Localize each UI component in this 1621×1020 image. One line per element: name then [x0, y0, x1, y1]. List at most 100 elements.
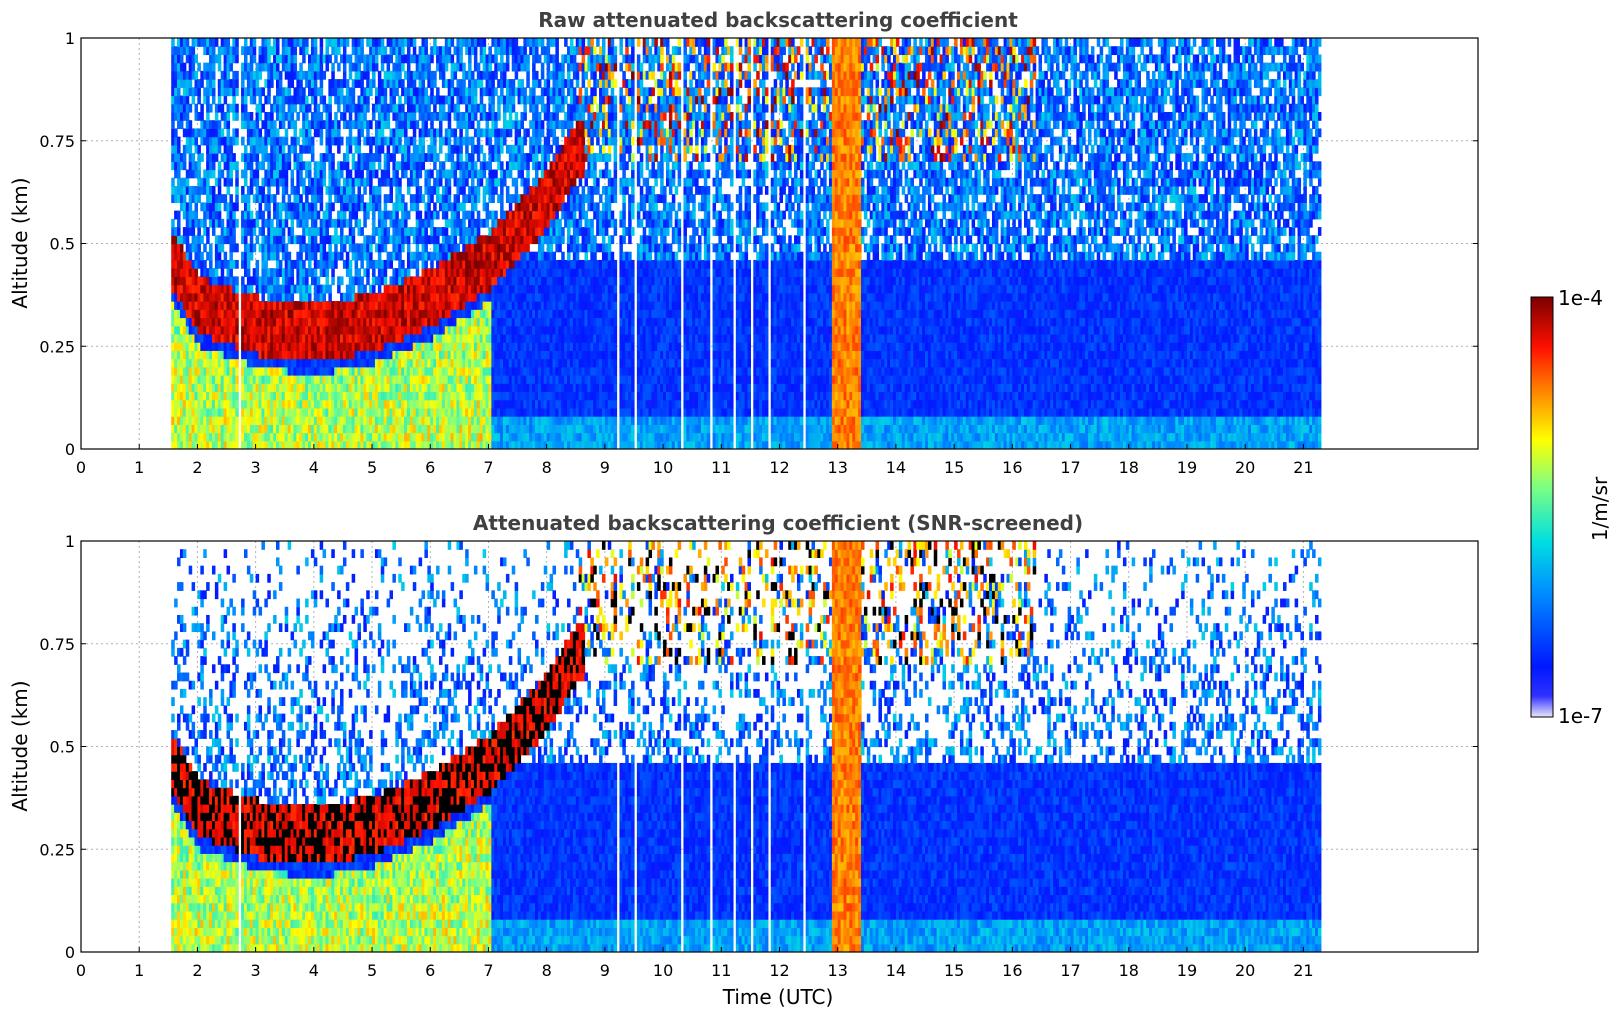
heatmap-cell — [275, 95, 280, 105]
heatmap-cell — [374, 46, 379, 56]
heatmap-cell — [340, 54, 344, 64]
heatmap-cell — [267, 268, 271, 277]
heatmap-cell — [406, 95, 411, 105]
heatmap-cell — [214, 375, 219, 384]
heatmap-cell — [360, 284, 364, 294]
heatmap-cell — [203, 407, 207, 417]
heatmap-cell — [191, 153, 196, 162]
heatmap-cell — [310, 218, 315, 228]
heatmap-cell — [229, 383, 233, 393]
heatmap-cell — [243, 210, 248, 220]
heatmap-cell — [476, 153, 481, 162]
heatmap-cell — [430, 87, 434, 97]
heatmap-cell — [287, 440, 292, 449]
heatmap-cell — [211, 292, 216, 302]
heatmap-cell — [197, 309, 201, 319]
heatmap-cell — [377, 342, 382, 351]
heatmap-cell — [345, 38, 350, 47]
heatmap-cell — [275, 62, 280, 72]
heatmap-cell — [209, 309, 213, 319]
heatmap-cell — [383, 210, 388, 220]
heatmap-cell — [267, 317, 271, 327]
heatmap-cell — [171, 136, 175, 146]
heatmap-cell — [369, 292, 373, 302]
heatmap-cell — [415, 243, 420, 253]
heatmap-cell — [334, 342, 338, 351]
heatmap-cell — [383, 111, 388, 121]
heatmap-cell — [278, 103, 283, 113]
heatmap-cell — [334, 177, 338, 187]
heatmap-cell — [310, 227, 315, 236]
heatmap-cell — [386, 399, 391, 409]
heatmap-cell — [351, 416, 356, 425]
heatmap-cell — [392, 111, 396, 121]
heatmap-cell — [357, 177, 361, 187]
heatmap-cell — [185, 87, 190, 97]
heatmap-cell — [430, 194, 434, 203]
heatmap-cell — [209, 268, 213, 277]
heatmap-cell — [342, 440, 347, 449]
heatmap-cell — [436, 185, 440, 195]
heatmap-cell — [438, 144, 443, 154]
heatmap-cell — [223, 161, 228, 171]
heatmap-cell — [246, 309, 251, 319]
heatmap-cell — [226, 177, 231, 187]
heatmap-cell — [322, 259, 327, 269]
heatmap-cell — [404, 54, 408, 64]
heatmap-cell — [404, 111, 408, 121]
heatmap-cell — [340, 399, 344, 409]
heatmap-cell — [305, 169, 309, 179]
heatmap-cell — [273, 128, 277, 138]
heatmap-cell — [203, 218, 207, 228]
heatmap-cell — [246, 202, 251, 212]
heatmap-cell — [401, 259, 405, 269]
heatmap-cell — [273, 383, 277, 393]
heatmap-cell — [380, 259, 385, 269]
heatmap-cell — [261, 432, 265, 442]
heatmap-cell — [386, 424, 391, 434]
heatmap-cell — [223, 46, 228, 56]
heatmap-cell — [209, 38, 213, 47]
heatmap-cell — [179, 185, 184, 195]
heatmap-cell — [177, 120, 181, 130]
heatmap-cell — [360, 292, 364, 302]
heatmap-cell — [200, 358, 204, 368]
heatmap-cell — [281, 424, 286, 434]
heatmap-cell — [444, 62, 449, 72]
heatmap-cell — [383, 218, 388, 228]
heatmap-cell — [494, 87, 498, 97]
heatmap-cell — [209, 202, 213, 212]
heatmap-cell — [395, 301, 399, 310]
heatmap-cell — [406, 235, 411, 245]
heatmap-cell — [241, 358, 245, 368]
heatmap-cell — [220, 259, 225, 269]
heatmap-cell — [209, 87, 213, 97]
heatmap-cell — [188, 243, 193, 253]
heatmap-cell — [246, 210, 251, 220]
heatmap-cell — [206, 342, 210, 351]
heatmap-cell — [203, 95, 207, 105]
heatmap-cell — [342, 54, 347, 64]
heatmap-cell — [261, 325, 265, 335]
heatmap-cell — [383, 424, 388, 434]
heatmap-cell — [508, 111, 513, 121]
heatmap-cell — [398, 136, 402, 146]
heatmap-cell — [406, 440, 411, 449]
heatmap-cell — [185, 202, 190, 212]
heatmap-cell — [363, 218, 367, 228]
heatmap-cell — [302, 103, 306, 113]
heatmap-cell — [334, 227, 338, 236]
heatmap-cell — [290, 46, 295, 56]
heatmap-cell — [194, 284, 199, 294]
heatmap-cell — [334, 235, 338, 245]
heatmap-cell — [185, 95, 190, 105]
heatmap-cell — [197, 342, 201, 351]
heatmap-cell — [182, 62, 187, 72]
heatmap-cell — [433, 136, 437, 146]
heatmap-cell — [401, 292, 405, 302]
heatmap-cell — [325, 120, 329, 130]
heatmap-cell — [421, 136, 426, 146]
heatmap-cell — [302, 38, 306, 47]
heatmap-cell — [299, 169, 303, 179]
heatmap-cell — [392, 317, 396, 327]
